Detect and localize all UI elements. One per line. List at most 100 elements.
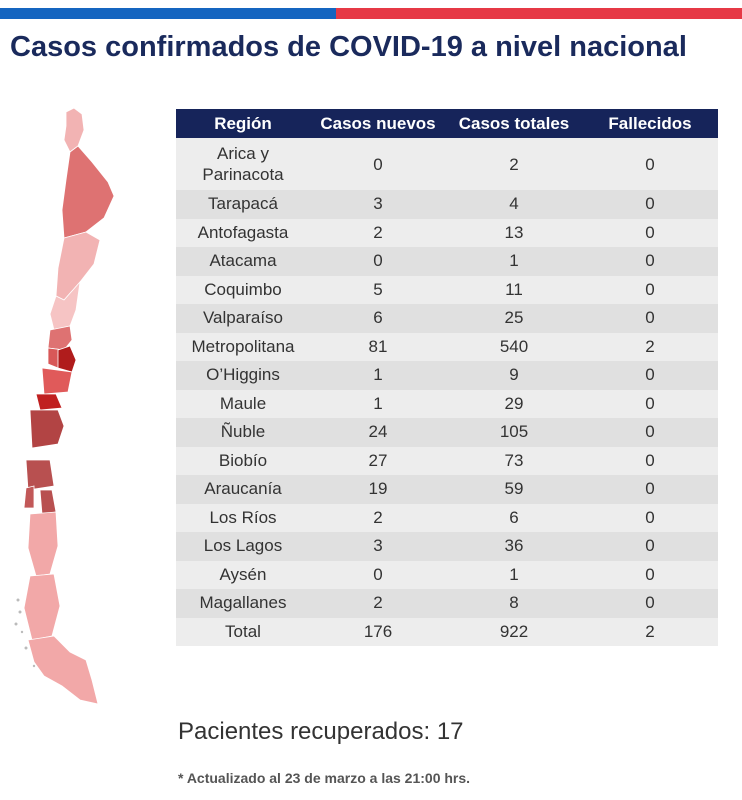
cell-nuevos: 2: [310, 218, 446, 247]
update-footnote: * Actualizado al 23 de marzo a las 21:00…: [178, 770, 471, 786]
map-region-biobio: [25, 459, 55, 491]
header-fallecidos: Fallecidos: [582, 109, 718, 138]
table-row: Maule 1 29 0: [176, 389, 718, 418]
table-row: Metropolitana 81 540 2: [176, 332, 718, 361]
map-region-coquimbo: [47, 325, 73, 351]
map-region-atacama: [49, 280, 81, 331]
cell-totales: 540: [446, 332, 582, 361]
cell-totales: 1: [446, 247, 582, 276]
cell-region: Atacama: [176, 247, 310, 276]
map-region-maule: [35, 393, 63, 411]
cell-region: O’Higgins: [176, 361, 310, 390]
cell-region: Biobío: [176, 446, 310, 475]
cell-nuevos: 3: [310, 190, 446, 219]
covid-cases-table: Región Casos nuevos Casos totales Fallec…: [176, 109, 718, 646]
cell-nuevos-total: 176: [310, 617, 446, 646]
cell-fallecidos: 0: [582, 418, 718, 447]
map-island: [14, 622, 18, 626]
cell-fallecidos: 0: [582, 190, 718, 219]
top-bar-blue-segment: [0, 8, 336, 19]
recovered-patients: Pacientes recuperados: 17: [178, 718, 464, 745]
table-row: Coquimbo 5 11 0: [176, 275, 718, 304]
map-region-nuble: [29, 409, 65, 449]
header-casos-totales: Casos totales: [446, 109, 582, 138]
map-region-arica: [63, 107, 85, 153]
page-title: Casos confirmados de COVID-19 a nivel na…: [10, 31, 687, 63]
cell-nuevos: 0: [310, 138, 446, 190]
cell-nuevos: 0: [310, 560, 446, 589]
map-island: [24, 646, 28, 650]
cell-nuevos: 81: [310, 332, 446, 361]
cell-totales: 13: [446, 218, 582, 247]
table-row: Los Lagos 3 36 0: [176, 532, 718, 561]
map-island: [16, 598, 20, 602]
cell-nuevos: 2: [310, 589, 446, 618]
cell-nuevos: 2: [310, 503, 446, 532]
cell-fallecidos: 0: [582, 275, 718, 304]
top-bar-red-segment: [336, 8, 742, 19]
cell-fallecidos: 0: [582, 304, 718, 333]
map-island: [18, 610, 22, 614]
cell-fallecidos: 0: [582, 560, 718, 589]
header-region: Región: [176, 109, 310, 138]
cell-fallecidos: 0: [582, 503, 718, 532]
cell-totales: 59: [446, 475, 582, 504]
cell-nuevos: 3: [310, 532, 446, 561]
cell-totales: 73: [446, 446, 582, 475]
cell-region: Metropolitana: [176, 332, 310, 361]
table-row: Magallanes 2 8 0: [176, 589, 718, 618]
cell-totales: 36: [446, 532, 582, 561]
table-row: Biobío 27 73 0: [176, 446, 718, 475]
cell-totales: 29: [446, 389, 582, 418]
cell-totales: 25: [446, 304, 582, 333]
cell-nuevos: 1: [310, 361, 446, 390]
cell-region: Magallanes: [176, 589, 310, 618]
cell-totales: 6: [446, 503, 582, 532]
cell-nuevos: 19: [310, 475, 446, 504]
map-region-tarapaca: [61, 145, 115, 239]
map-island: [32, 664, 36, 668]
cell-totales: 105: [446, 418, 582, 447]
table-row: O’Higgins 1 9 0: [176, 361, 718, 390]
table-row: Aysén 0 1 0: [176, 560, 718, 589]
map-region-araucania-b: [39, 489, 57, 515]
map-region-los-lagos: [27, 511, 59, 577]
cell-fallecidos: 0: [582, 138, 718, 190]
table-row: Tarapacá 3 4 0: [176, 190, 718, 219]
cell-nuevos: 5: [310, 275, 446, 304]
cell-totales: 8: [446, 589, 582, 618]
cell-fallecidos-total: 2: [582, 617, 718, 646]
cell-region: Ñuble: [176, 418, 310, 447]
map-region-metropolitana: [57, 345, 77, 373]
top-color-bar: [0, 8, 742, 19]
cell-fallecidos: 2: [582, 332, 718, 361]
table-row: Araucanía 19 59 0: [176, 475, 718, 504]
cell-region: Aysén: [176, 560, 310, 589]
cell-fallecidos: 0: [582, 446, 718, 475]
cell-nuevos: 0: [310, 247, 446, 276]
cell-region: Maule: [176, 389, 310, 418]
cell-region: Los Ríos: [176, 503, 310, 532]
cell-fallecidos: 0: [582, 532, 718, 561]
cell-region: Araucanía: [176, 475, 310, 504]
cell-nuevos: 24: [310, 418, 446, 447]
map-region-ohiggins: [41, 367, 73, 395]
cell-region: Los Lagos: [176, 532, 310, 561]
cell-totales: 2: [446, 138, 582, 190]
map-region-araucania: [23, 485, 35, 509]
cell-totales: 11: [446, 275, 582, 304]
cell-region: Arica y Parinacota: [176, 138, 310, 190]
cell-totales: 9: [446, 361, 582, 390]
cell-nuevos: 27: [310, 446, 446, 475]
cell-fallecidos: 0: [582, 589, 718, 618]
cell-region-total: Total: [176, 617, 310, 646]
cell-region: Coquimbo: [176, 275, 310, 304]
cell-fallecidos: 0: [582, 389, 718, 418]
cell-region: Tarapacá: [176, 190, 310, 219]
table-row: Atacama 0 1 0: [176, 247, 718, 276]
table-row: Los Ríos 2 6 0: [176, 503, 718, 532]
table-row: Arica y Parinacota 0 2 0: [176, 138, 718, 190]
header-casos-nuevos: Casos nuevos: [310, 109, 446, 138]
table-row: Antofagasta 2 13 0: [176, 218, 718, 247]
cell-nuevos: 1: [310, 389, 446, 418]
